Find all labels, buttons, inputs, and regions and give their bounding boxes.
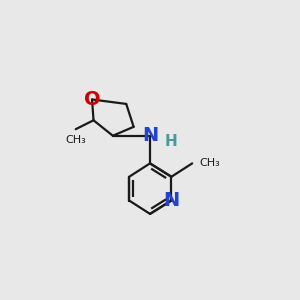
Text: H: H <box>165 134 178 148</box>
Text: N: N <box>142 126 158 145</box>
Text: CH₃: CH₃ <box>65 134 86 145</box>
Text: N: N <box>163 191 179 210</box>
Text: CH₃: CH₃ <box>200 158 220 168</box>
Text: H: H <box>166 134 177 148</box>
Text: O: O <box>84 90 100 109</box>
